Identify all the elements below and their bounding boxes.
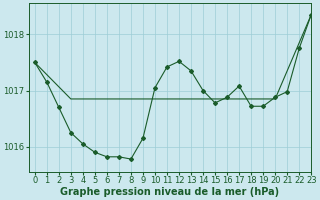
- X-axis label: Graphe pression niveau de la mer (hPa): Graphe pression niveau de la mer (hPa): [60, 187, 280, 197]
